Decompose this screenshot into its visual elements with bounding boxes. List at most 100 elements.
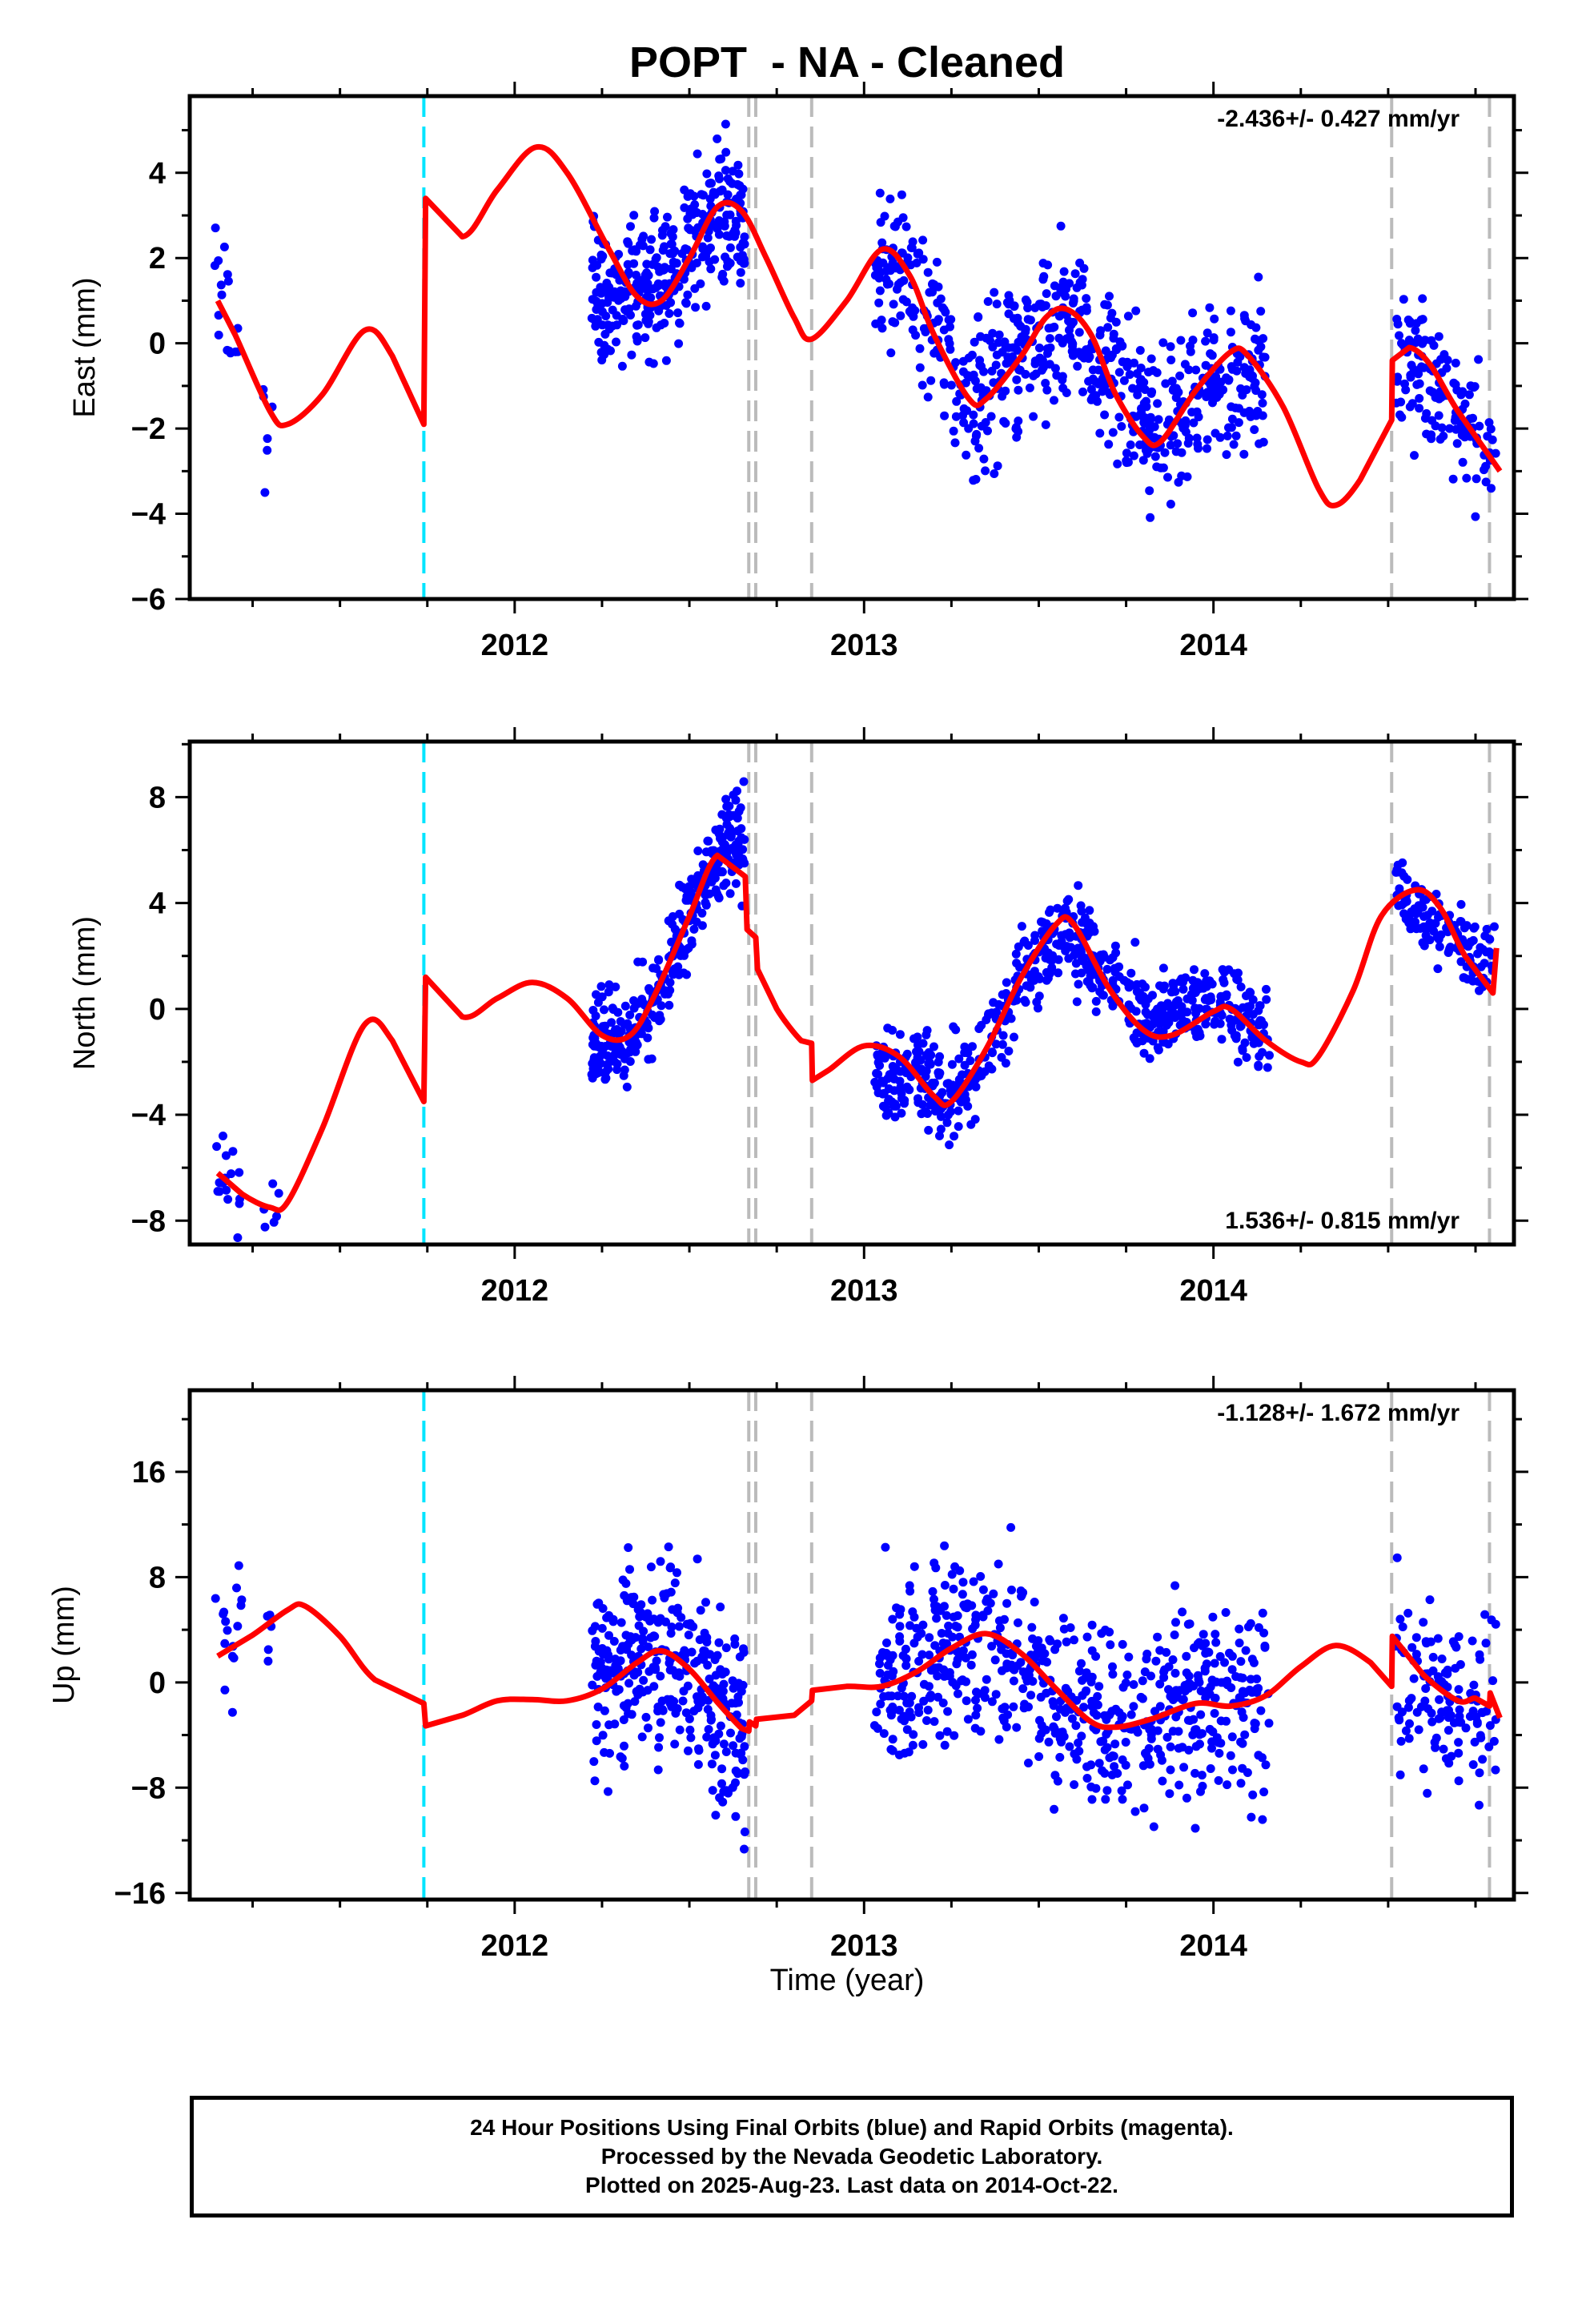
data-point [912, 1623, 921, 1633]
data-point [1082, 1762, 1091, 1771]
data-point [940, 1581, 950, 1590]
data-point [1108, 975, 1118, 985]
data-point [1036, 1692, 1046, 1702]
x-tick-label: 2012 [481, 1274, 549, 1308]
data-point [1417, 362, 1426, 372]
data-point [686, 1733, 696, 1743]
data-point [604, 987, 613, 997]
data-point [907, 1691, 917, 1701]
data-point [1182, 1668, 1191, 1678]
data-point [632, 336, 642, 346]
data-point [644, 1055, 653, 1064]
data-point [946, 1107, 955, 1116]
data-point [1227, 1732, 1237, 1742]
data-point [1136, 364, 1146, 372]
data-point [1041, 379, 1050, 388]
data-point [636, 1644, 646, 1654]
data-point [616, 1618, 626, 1627]
data-point [962, 1696, 971, 1706]
data-point [1409, 1674, 1419, 1683]
data-point [618, 1642, 628, 1651]
data-point [971, 475, 981, 484]
data-point [961, 1602, 970, 1612]
data-point [1456, 917, 1466, 927]
data-point [1248, 1790, 1258, 1799]
y-tick-label: −8 [131, 1771, 166, 1805]
data-point [971, 1711, 981, 1720]
data-point [971, 1695, 980, 1705]
data-point [1137, 404, 1146, 413]
data-point [1150, 452, 1160, 461]
data-point [608, 1003, 617, 1013]
data-point [1425, 1595, 1435, 1605]
data-point [1465, 1711, 1475, 1721]
data-point [1468, 935, 1478, 945]
x-tick-label: 2014 [1179, 1274, 1247, 1308]
data-point [630, 1047, 640, 1056]
data-point [227, 1651, 237, 1661]
data-point [1233, 357, 1243, 367]
data-point [721, 1643, 731, 1653]
data-point [997, 1052, 1006, 1062]
data-point [722, 802, 732, 811]
data-point [1088, 374, 1098, 384]
data-point [1073, 361, 1082, 371]
data-point [1034, 1734, 1044, 1743]
data-point [1055, 1752, 1065, 1762]
data-point [1452, 424, 1461, 434]
data-point [954, 1054, 964, 1063]
data-point [918, 1739, 928, 1749]
data-point [1164, 1018, 1174, 1027]
data-point [1014, 385, 1023, 395]
data-point [963, 371, 973, 380]
data-point [1128, 384, 1138, 393]
data-point [233, 1622, 243, 1631]
data-point [1158, 338, 1168, 348]
data-point [1144, 368, 1153, 377]
data-point [705, 1650, 715, 1659]
data-point [612, 1045, 622, 1055]
data-point [263, 1645, 273, 1655]
data-point [909, 1730, 918, 1739]
data-point [897, 1683, 906, 1693]
data-point [1235, 1022, 1245, 1031]
data-point [1216, 377, 1226, 387]
data-point [653, 1703, 663, 1711]
data-point [1461, 1723, 1471, 1733]
data-point [989, 1589, 998, 1598]
data-point [1168, 1655, 1178, 1664]
data-point [1021, 296, 1030, 304]
data-point [1129, 1702, 1138, 1711]
data-point [1456, 957, 1466, 967]
data-point [1168, 979, 1178, 988]
data-point [633, 1667, 643, 1677]
data-point [687, 1647, 697, 1657]
data-point [875, 286, 885, 296]
data-point [711, 885, 721, 895]
data-point [1096, 951, 1106, 960]
data-point [1471, 512, 1480, 521]
data-point [702, 1633, 712, 1642]
data-point [1445, 944, 1455, 953]
data-point [740, 1827, 749, 1836]
data-point [1131, 306, 1141, 316]
data-point [982, 1597, 991, 1606]
plot-frame [187, 94, 1516, 601]
data-point [1187, 995, 1197, 1005]
data-point [1411, 326, 1420, 336]
data-point [871, 319, 881, 328]
data-point [873, 1723, 882, 1733]
data-point [687, 875, 697, 884]
data-point [1219, 978, 1229, 987]
data-point [944, 1621, 954, 1630]
data-point [1138, 991, 1148, 1001]
data-point [930, 1594, 938, 1604]
data-point [976, 332, 986, 341]
data-point [1004, 291, 1014, 300]
data-point [912, 258, 921, 267]
data-point [591, 1011, 600, 1021]
data-point [1258, 1608, 1267, 1618]
data-point [1482, 924, 1492, 934]
y-tick-label: 0 [149, 328, 166, 361]
data-point [998, 392, 1007, 401]
